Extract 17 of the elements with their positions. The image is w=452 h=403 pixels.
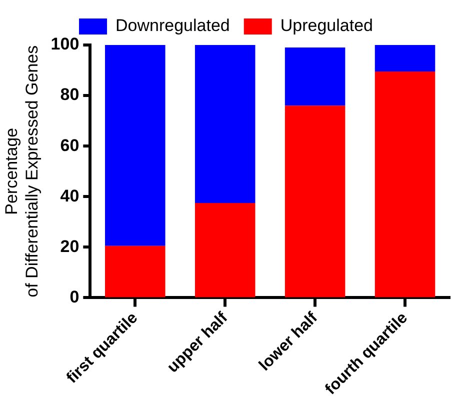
bar [194,202,256,298]
y-tick-label: 40 [60,186,80,206]
bar [284,48,346,106]
y-tick-label: 80 [60,85,80,104]
legend-label: Upregulated [280,16,373,36]
legend-label: Downregulated [116,16,230,36]
y-tick-label: 60 [60,136,80,155]
y-tick-label: 100 [50,34,80,54]
y-tick-label: 20 [60,236,80,256]
bar [105,246,166,298]
bar [194,45,256,203]
bar [105,45,166,246]
bar [374,72,436,298]
y-axis-title: Percentage of Differentially Expressed Genes [2,45,42,298]
bar [374,45,436,72]
y-tick-label: 0 [70,287,80,306]
bar [284,106,346,298]
